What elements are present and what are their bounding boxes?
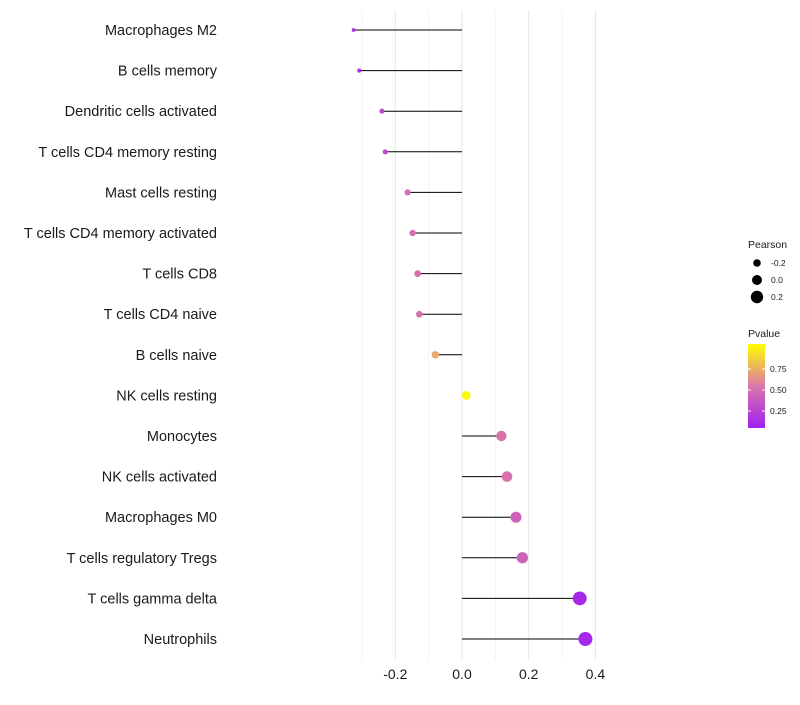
lollipop-dot xyxy=(572,591,587,606)
size-legend-label: -0.2 xyxy=(771,258,786,268)
lollipop-dots xyxy=(351,28,593,647)
size-legend-label: 0.2 xyxy=(771,292,783,302)
category-label: Macrophages M0 xyxy=(105,510,217,526)
lollipop-dot xyxy=(409,229,416,237)
category-label: Monocytes xyxy=(147,429,217,445)
category-label: T cells CD4 memory activated xyxy=(24,226,217,242)
y-axis-category-labels: Macrophages M2 B cells memory Dendritic ce… xyxy=(24,23,218,648)
size-legend-title: Pearson xyxy=(748,239,787,251)
category-label: B cells naive xyxy=(136,348,217,364)
lollipop-dot xyxy=(415,310,423,318)
category-label: Neutrophils xyxy=(144,632,217,648)
lollipop-dot xyxy=(382,149,388,155)
lollipop-dot xyxy=(379,108,385,114)
category-label: T cells gamma delta xyxy=(88,591,218,607)
lollipop-dot xyxy=(357,68,362,73)
lollipop-dot xyxy=(496,430,507,442)
color-legend-label: 0.25 xyxy=(770,406,787,416)
category-label: NK cells activated xyxy=(102,470,217,486)
lollipop-dot xyxy=(510,511,522,523)
size-legend-key xyxy=(752,275,762,285)
x-tick-label: -0.2 xyxy=(383,666,407,682)
x-tick-label: 0.4 xyxy=(586,666,606,682)
category-label: Mast cells resting xyxy=(105,185,217,201)
category-label: NK cells resting xyxy=(116,388,217,404)
category-label: Macrophages M2 xyxy=(105,23,217,39)
x-tick-label: 0.2 xyxy=(519,666,539,682)
category-label: T cells CD4 memory resting xyxy=(38,145,217,161)
size-legend-label: 0.0 xyxy=(771,275,783,285)
lollipop-dot xyxy=(516,552,529,564)
category-label: T cells regulatory Tregs xyxy=(67,551,217,567)
x-axis-tick-labels: -0.2 0.0 0.2 0.4 xyxy=(383,666,605,682)
lollipop-dot xyxy=(431,351,440,359)
x-tick-label: 0.0 xyxy=(452,666,472,682)
lollipop-stems xyxy=(353,29,586,640)
color-legend-bar xyxy=(748,344,765,428)
color-legend-title: Pvalue xyxy=(748,328,780,340)
lollipop-dot xyxy=(461,390,471,400)
lollipop-dot xyxy=(351,28,356,32)
color-legend-label: 0.75 xyxy=(770,364,787,374)
lollipop-dot xyxy=(501,471,513,482)
category-label: Dendritic cells activated xyxy=(65,104,217,120)
grid-lines xyxy=(361,10,596,660)
color-legend-label: 0.50 xyxy=(770,385,787,395)
category-label: B cells memory xyxy=(118,64,218,80)
size-legend-key xyxy=(750,290,764,304)
lollipop-dot xyxy=(404,189,411,196)
size-legend-key xyxy=(753,259,761,267)
legend: Pearson -0.2 0.0 0.2 Pvalue 0.25 0.50 0.75 xyxy=(748,239,787,428)
category-label: T cells CD4 naive xyxy=(104,307,217,323)
category-label: T cells CD8 xyxy=(142,267,217,283)
lollipop-dot xyxy=(578,631,593,647)
lollipop-dot xyxy=(414,270,421,277)
